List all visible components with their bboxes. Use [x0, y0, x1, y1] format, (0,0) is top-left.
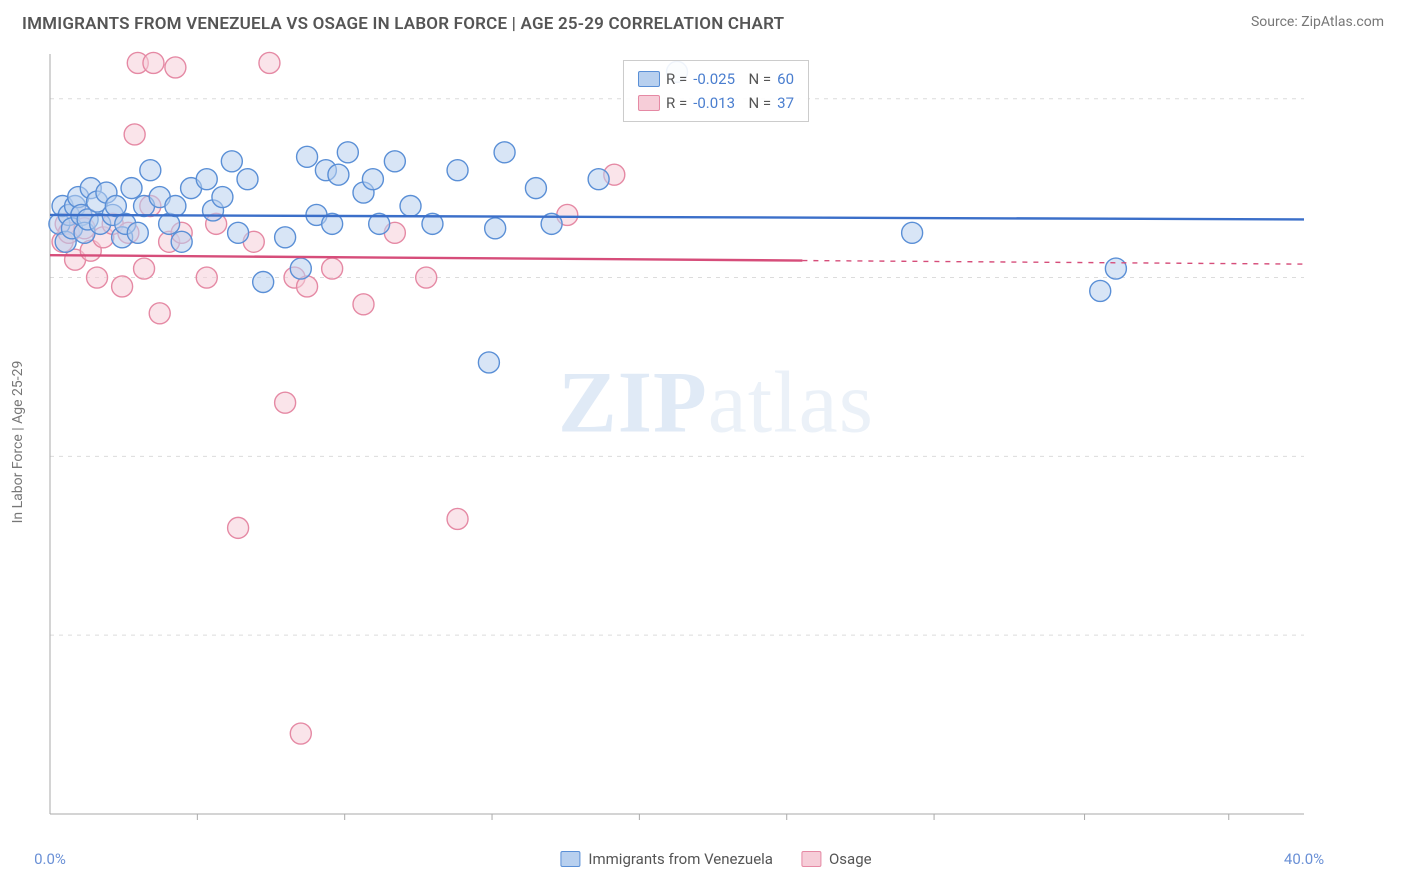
series-a-trendline — [50, 215, 1304, 219]
n-label: N = — [741, 67, 771, 91]
correlation-legend: R = -0.025 N = 60 R = -0.013 N = 37 — [623, 60, 809, 122]
r-value-a: -0.025 — [693, 67, 735, 91]
series-legend: Immigrants from Venezuela Osage — [560, 850, 871, 868]
legend-label-a: Immigrants from Venezuela — [588, 850, 773, 868]
n-value-b: 37 — [777, 91, 794, 115]
legend-row-a: R = -0.025 N = 60 — [638, 67, 794, 91]
chart-header: IMMIGRANTS FROM VENEZUELA VS OSAGE IN LA… — [0, 0, 1406, 40]
x-tick-label: 40.0% — [1284, 850, 1324, 868]
legend-label-b: Osage — [829, 850, 872, 868]
scatter-svg — [48, 48, 1384, 820]
n-label: N = — [741, 91, 771, 115]
r-label: R = — [666, 91, 687, 115]
swatch-a-bottom — [560, 851, 580, 867]
chart-source: Source: ZipAtlas.com — [1251, 14, 1384, 30]
legend-row-b: R = -0.013 N = 37 — [638, 91, 794, 115]
source-prefix: Source: — [1251, 14, 1301, 30]
source-name: ZipAtlas.com — [1301, 14, 1384, 30]
n-value-a: 60 — [777, 67, 794, 91]
legend-item-a: Immigrants from Venezuela — [560, 850, 773, 868]
plot-area: In Labor Force | Age 25-29 ZIPatlas R = … — [48, 48, 1384, 820]
r-value-b: -0.013 — [693, 91, 735, 115]
chart-title: IMMIGRANTS FROM VENEZUELA VS OSAGE IN LA… — [22, 14, 784, 34]
swatch-b-bottom — [801, 851, 821, 867]
swatch-b — [638, 95, 660, 111]
swatch-a — [638, 71, 660, 87]
r-label: R = — [666, 67, 687, 91]
legend-item-b: Osage — [801, 850, 872, 868]
y-axis-label: In Labor Force | Age 25-29 — [10, 361, 26, 524]
x-tick-label: 0.0% — [34, 850, 66, 868]
